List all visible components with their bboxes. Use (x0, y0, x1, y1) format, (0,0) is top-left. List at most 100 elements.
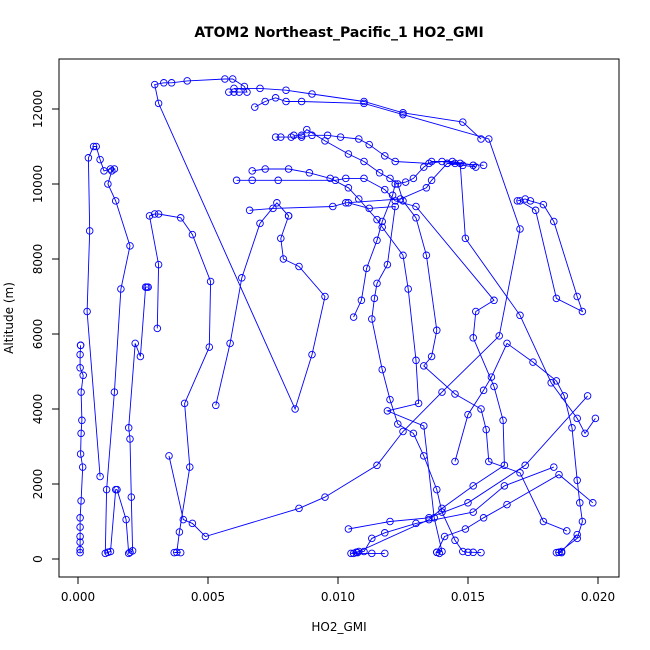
data-point (308, 90, 316, 98)
data-point (297, 97, 306, 106)
data-point (344, 525, 353, 533)
data-point (464, 499, 472, 507)
data-point (226, 339, 234, 348)
data-point (477, 405, 485, 413)
data-point (539, 200, 548, 209)
data-point (79, 371, 87, 380)
data-point (76, 350, 84, 359)
data-point (76, 450, 85, 458)
x-tick-label: 0.000 (61, 590, 95, 604)
series-8 (349, 157, 480, 321)
data-point (96, 472, 104, 481)
data-point (469, 548, 477, 557)
data-point (368, 549, 376, 558)
data-point (422, 184, 431, 192)
data-point (391, 180, 399, 188)
data-point (77, 497, 85, 505)
data-point (521, 195, 529, 203)
data-point (550, 463, 558, 471)
data-point (303, 125, 311, 134)
series-2 (83, 142, 152, 558)
data-point (136, 352, 145, 361)
data-point (516, 469, 524, 477)
data-point (124, 424, 133, 432)
data-point (477, 135, 485, 143)
data-point (440, 532, 449, 541)
data-point (373, 236, 381, 245)
data-point (78, 463, 87, 471)
data-point (256, 84, 264, 93)
data-point (386, 517, 394, 526)
data-point (568, 424, 576, 432)
data-point (521, 461, 529, 470)
series-15 (349, 463, 558, 558)
data-point (282, 86, 290, 94)
data-point (261, 165, 269, 173)
data-point (552, 294, 561, 303)
data-point (490, 296, 498, 305)
data-point (326, 174, 334, 183)
data-point (573, 414, 581, 423)
series-17 (433, 470, 597, 557)
data-point (143, 283, 151, 291)
data-point (282, 97, 290, 106)
data-point (165, 452, 173, 460)
data-point (188, 230, 197, 239)
data-point (113, 485, 121, 494)
data-point (427, 176, 436, 185)
data-point (175, 528, 184, 536)
data-point (201, 532, 210, 541)
data-point (412, 519, 420, 528)
data-point (230, 84, 238, 93)
data-point (560, 392, 568, 400)
data-point (499, 416, 507, 425)
data-point (555, 470, 563, 479)
data-point (412, 214, 420, 222)
data-point (425, 514, 433, 522)
data-point (349, 313, 358, 321)
data-point (469, 508, 477, 516)
series-line (436, 474, 594, 553)
data-point (425, 159, 433, 168)
data-point (581, 429, 589, 438)
series-line (252, 168, 443, 554)
y-tick-label: 12000 (31, 90, 45, 128)
data-point (329, 202, 337, 211)
data-point (381, 549, 389, 558)
data-point (349, 549, 358, 558)
series-line (348, 395, 588, 530)
data-point (228, 75, 237, 83)
data-point (464, 548, 472, 557)
data-point (290, 131, 298, 140)
data-point (589, 499, 597, 507)
series-line (517, 198, 584, 313)
data-point (378, 365, 386, 374)
series-19 (230, 84, 485, 143)
data-point (248, 167, 256, 175)
data-point (76, 545, 84, 554)
data-point (482, 425, 490, 434)
data-point (477, 548, 485, 557)
data-point (77, 388, 85, 396)
data-point (362, 264, 371, 273)
data-point (425, 515, 433, 524)
x-tick-label: 0.010 (321, 590, 355, 604)
data-point (360, 99, 368, 108)
data-point (167, 79, 176, 87)
data-point (433, 548, 441, 557)
data-point (321, 292, 329, 301)
data-point (531, 206, 540, 215)
data-point (126, 242, 134, 250)
data-point (360, 174, 368, 183)
data-point (433, 485, 441, 494)
series-18 (552, 530, 581, 557)
data-point (342, 174, 350, 183)
data-point (576, 499, 584, 507)
data-point (487, 373, 496, 381)
data-point (128, 547, 137, 555)
data-point (513, 197, 522, 205)
data-point (176, 214, 185, 222)
data-point (381, 152, 389, 160)
data-point (490, 382, 498, 391)
